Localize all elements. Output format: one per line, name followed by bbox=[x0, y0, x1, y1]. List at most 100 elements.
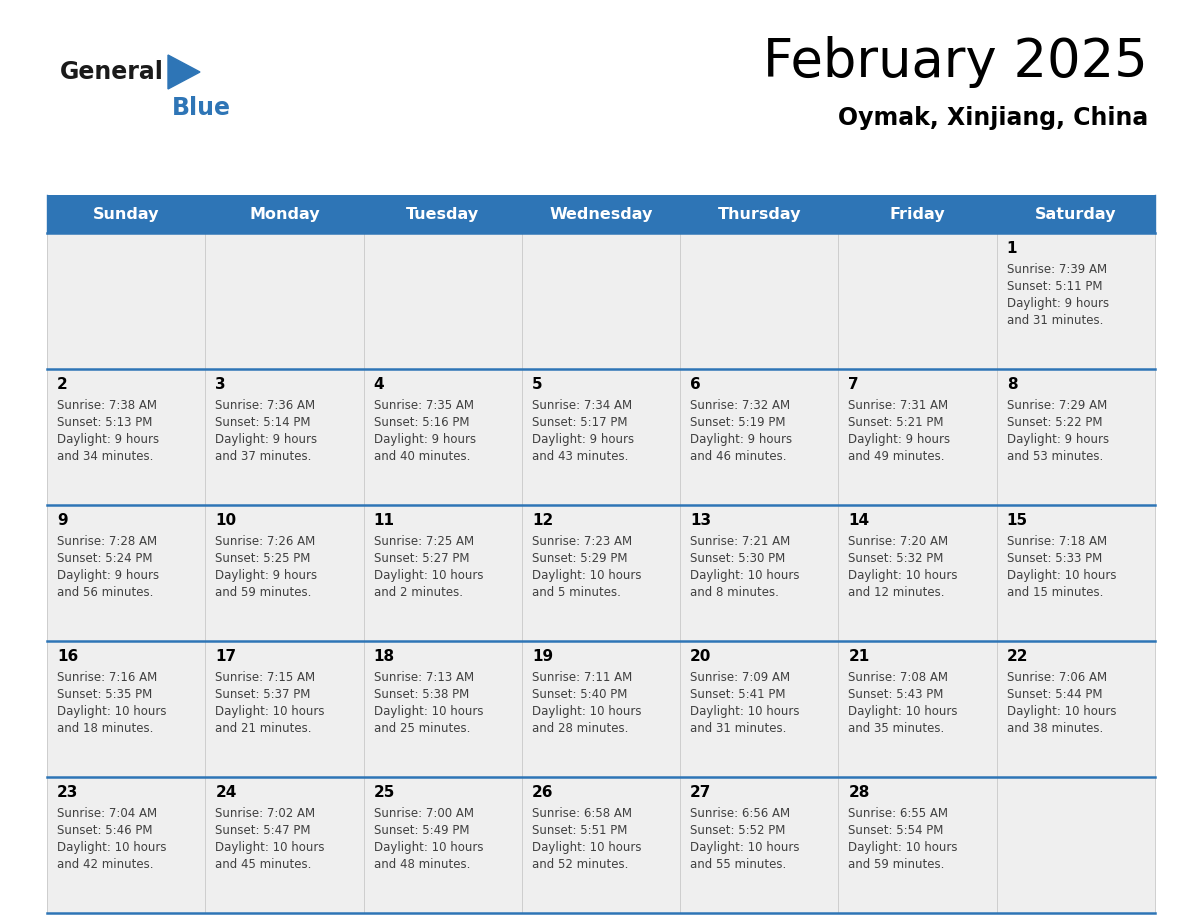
Text: 12: 12 bbox=[532, 513, 554, 528]
Bar bbox=[522, 505, 681, 641]
Text: Sunrise: 7:25 AM: Sunrise: 7:25 AM bbox=[373, 535, 474, 548]
Text: Sunset: 5:30 PM: Sunset: 5:30 PM bbox=[690, 552, 785, 565]
Text: 1: 1 bbox=[1006, 241, 1017, 256]
Bar bbox=[839, 233, 997, 369]
Text: Daylight: 10 hours: Daylight: 10 hours bbox=[532, 705, 642, 718]
Text: and 59 minutes.: and 59 minutes. bbox=[215, 586, 311, 599]
Text: Sunset: 5:40 PM: Sunset: 5:40 PM bbox=[532, 688, 627, 701]
Text: Sunrise: 7:39 AM: Sunrise: 7:39 AM bbox=[1006, 263, 1107, 276]
Text: Sunset: 5:22 PM: Sunset: 5:22 PM bbox=[1006, 416, 1102, 429]
Text: 14: 14 bbox=[848, 513, 870, 528]
Text: 2: 2 bbox=[57, 377, 68, 392]
Text: Sunrise: 7:13 AM: Sunrise: 7:13 AM bbox=[373, 671, 474, 684]
Bar bbox=[522, 195, 681, 233]
Text: 9: 9 bbox=[57, 513, 68, 528]
Text: Sunrise: 7:18 AM: Sunrise: 7:18 AM bbox=[1006, 535, 1107, 548]
Text: Sunrise: 6:55 AM: Sunrise: 6:55 AM bbox=[848, 807, 948, 820]
Text: Sunset: 5:47 PM: Sunset: 5:47 PM bbox=[215, 824, 311, 837]
Text: Sunrise: 7:16 AM: Sunrise: 7:16 AM bbox=[57, 671, 157, 684]
Text: Daylight: 9 hours: Daylight: 9 hours bbox=[215, 569, 317, 582]
Text: 20: 20 bbox=[690, 649, 712, 664]
Bar bbox=[522, 369, 681, 505]
Text: 28: 28 bbox=[848, 785, 870, 800]
Text: Sunset: 5:24 PM: Sunset: 5:24 PM bbox=[57, 552, 152, 565]
Text: and 8 minutes.: and 8 minutes. bbox=[690, 586, 779, 599]
Bar bbox=[206, 233, 364, 369]
Bar bbox=[48, 369, 206, 505]
Text: Sunrise: 7:23 AM: Sunrise: 7:23 AM bbox=[532, 535, 632, 548]
Text: Tuesday: Tuesday bbox=[406, 207, 479, 221]
Bar bbox=[839, 369, 997, 505]
Text: Sunrise: 7:36 AM: Sunrise: 7:36 AM bbox=[215, 399, 315, 412]
Text: Daylight: 10 hours: Daylight: 10 hours bbox=[57, 705, 166, 718]
Text: 19: 19 bbox=[532, 649, 552, 664]
Text: Daylight: 10 hours: Daylight: 10 hours bbox=[532, 569, 642, 582]
Text: Sunrise: 7:09 AM: Sunrise: 7:09 AM bbox=[690, 671, 790, 684]
Text: Sunset: 5:21 PM: Sunset: 5:21 PM bbox=[848, 416, 944, 429]
Text: Sunrise: 7:02 AM: Sunrise: 7:02 AM bbox=[215, 807, 315, 820]
Text: and 53 minutes.: and 53 minutes. bbox=[1006, 450, 1102, 463]
Bar bbox=[364, 641, 522, 777]
Text: Sunrise: 7:11 AM: Sunrise: 7:11 AM bbox=[532, 671, 632, 684]
Text: Sunrise: 7:21 AM: Sunrise: 7:21 AM bbox=[690, 535, 790, 548]
Text: Daylight: 9 hours: Daylight: 9 hours bbox=[57, 569, 159, 582]
Text: 25: 25 bbox=[373, 785, 394, 800]
Text: Sunrise: 7:06 AM: Sunrise: 7:06 AM bbox=[1006, 671, 1107, 684]
Text: Daylight: 10 hours: Daylight: 10 hours bbox=[532, 841, 642, 854]
Bar bbox=[48, 233, 206, 369]
Bar bbox=[681, 369, 839, 505]
Text: and 21 minutes.: and 21 minutes. bbox=[215, 722, 311, 735]
Text: Oymak, Xinjiang, China: Oymak, Xinjiang, China bbox=[838, 106, 1148, 130]
Text: Daylight: 10 hours: Daylight: 10 hours bbox=[373, 705, 484, 718]
Bar bbox=[48, 641, 206, 777]
Text: Sunset: 5:16 PM: Sunset: 5:16 PM bbox=[373, 416, 469, 429]
Text: Sunset: 5:51 PM: Sunset: 5:51 PM bbox=[532, 824, 627, 837]
Text: Wednesday: Wednesday bbox=[549, 207, 652, 221]
Text: Sunrise: 6:56 AM: Sunrise: 6:56 AM bbox=[690, 807, 790, 820]
Bar bbox=[206, 369, 364, 505]
Text: Sunset: 5:37 PM: Sunset: 5:37 PM bbox=[215, 688, 310, 701]
Bar bbox=[364, 369, 522, 505]
Bar bbox=[48, 777, 206, 913]
Text: Sunset: 5:49 PM: Sunset: 5:49 PM bbox=[373, 824, 469, 837]
Text: Daylight: 9 hours: Daylight: 9 hours bbox=[848, 433, 950, 446]
Text: Daylight: 9 hours: Daylight: 9 hours bbox=[532, 433, 634, 446]
Text: and 46 minutes.: and 46 minutes. bbox=[690, 450, 786, 463]
Text: Daylight: 10 hours: Daylight: 10 hours bbox=[690, 705, 800, 718]
Text: Saturday: Saturday bbox=[1035, 207, 1117, 221]
Text: and 25 minutes.: and 25 minutes. bbox=[373, 722, 470, 735]
Text: Sunrise: 7:38 AM: Sunrise: 7:38 AM bbox=[57, 399, 157, 412]
Text: 18: 18 bbox=[373, 649, 394, 664]
Text: Sunset: 5:11 PM: Sunset: 5:11 PM bbox=[1006, 280, 1102, 293]
Text: Daylight: 10 hours: Daylight: 10 hours bbox=[373, 569, 484, 582]
Text: 8: 8 bbox=[1006, 377, 1017, 392]
Bar bbox=[839, 641, 997, 777]
Text: Sunset: 5:13 PM: Sunset: 5:13 PM bbox=[57, 416, 152, 429]
Bar bbox=[206, 505, 364, 641]
Bar bbox=[522, 777, 681, 913]
Text: Sunset: 5:25 PM: Sunset: 5:25 PM bbox=[215, 552, 310, 565]
Text: Sunset: 5:32 PM: Sunset: 5:32 PM bbox=[848, 552, 943, 565]
Text: Daylight: 10 hours: Daylight: 10 hours bbox=[848, 705, 958, 718]
Text: and 15 minutes.: and 15 minutes. bbox=[1006, 586, 1104, 599]
Text: 13: 13 bbox=[690, 513, 712, 528]
Polygon shape bbox=[168, 55, 200, 89]
Text: Daylight: 10 hours: Daylight: 10 hours bbox=[690, 841, 800, 854]
Text: Daylight: 10 hours: Daylight: 10 hours bbox=[57, 841, 166, 854]
Text: Friday: Friday bbox=[890, 207, 946, 221]
Bar bbox=[839, 777, 997, 913]
Text: and 28 minutes.: and 28 minutes. bbox=[532, 722, 628, 735]
Bar bbox=[206, 641, 364, 777]
Text: Sunrise: 7:34 AM: Sunrise: 7:34 AM bbox=[532, 399, 632, 412]
Text: and 48 minutes.: and 48 minutes. bbox=[373, 858, 470, 871]
Text: Daylight: 9 hours: Daylight: 9 hours bbox=[690, 433, 792, 446]
Text: Sunrise: 6:58 AM: Sunrise: 6:58 AM bbox=[532, 807, 632, 820]
Text: Sunrise: 7:29 AM: Sunrise: 7:29 AM bbox=[1006, 399, 1107, 412]
Bar bbox=[681, 195, 839, 233]
Text: Sunset: 5:19 PM: Sunset: 5:19 PM bbox=[690, 416, 785, 429]
Text: and 55 minutes.: and 55 minutes. bbox=[690, 858, 786, 871]
Text: General: General bbox=[61, 60, 164, 84]
Bar bbox=[48, 195, 206, 233]
Text: and 18 minutes.: and 18 minutes. bbox=[57, 722, 153, 735]
Text: Sunrise: 7:26 AM: Sunrise: 7:26 AM bbox=[215, 535, 316, 548]
